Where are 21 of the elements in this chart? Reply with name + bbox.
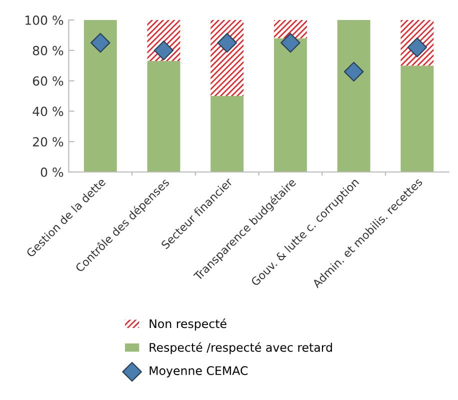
- point: [90, 32, 110, 53]
- point: [344, 62, 364, 82]
- point: [280, 32, 300, 53]
- bar: [210, 96, 244, 172]
- legend-label: Non respecté: [150, 318, 226, 330]
- bar: [274, 20, 307, 38]
- y-tick-label: 100 %: [26, 15, 64, 25]
- y-tick-label: 40 %: [32, 106, 64, 116]
- y-tick-label: 0 %: [40, 167, 64, 177]
- bar: [337, 20, 370, 172]
- bar: [210, 20, 244, 96]
- y-tick-label: 60 %: [32, 76, 64, 86]
- legend-label: Respecté /respecté avec retard: [150, 342, 332, 354]
- y-tick-label: 80 %: [32, 46, 64, 56]
- bar: [147, 61, 180, 172]
- bar: [84, 20, 117, 172]
- legend-label: Moyenne CEMAC: [150, 366, 248, 378]
- y-tick-label: 20 %: [33, 137, 64, 147]
- bar: [400, 66, 434, 172]
- point: [217, 32, 237, 53]
- bar: [274, 38, 307, 172]
